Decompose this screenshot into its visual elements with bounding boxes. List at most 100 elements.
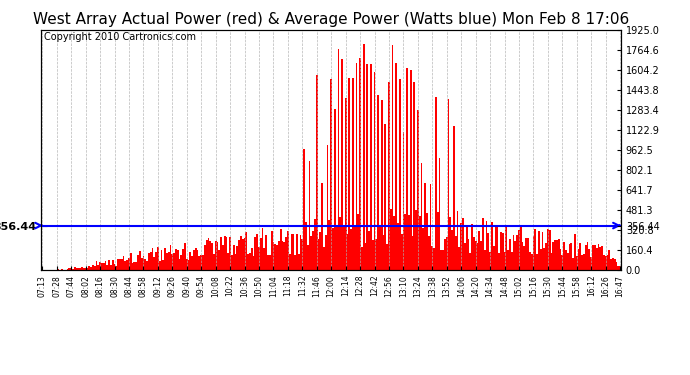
Bar — [206, 240, 208, 270]
Bar — [366, 64, 368, 270]
Bar — [516, 235, 518, 270]
Bar — [265, 236, 267, 270]
Bar — [364, 243, 366, 270]
Bar — [375, 239, 377, 270]
Bar — [486, 221, 487, 270]
Bar — [170, 245, 171, 270]
Bar — [162, 260, 164, 270]
Bar — [350, 229, 352, 270]
Bar — [536, 255, 538, 270]
Bar — [404, 214, 406, 270]
Bar — [139, 252, 141, 270]
Bar — [159, 261, 161, 270]
Bar — [518, 230, 520, 270]
Bar — [211, 243, 213, 270]
Bar — [457, 211, 458, 270]
Bar — [336, 225, 337, 270]
Bar — [586, 242, 589, 270]
Bar — [560, 249, 562, 270]
Bar — [496, 225, 498, 270]
Bar — [164, 248, 166, 270]
Bar — [615, 262, 618, 270]
Bar — [406, 68, 408, 270]
Bar — [580, 243, 581, 270]
Bar — [346, 234, 348, 270]
Bar — [337, 48, 339, 270]
Bar — [381, 100, 383, 270]
Bar — [267, 255, 269, 270]
Bar — [251, 248, 253, 270]
Bar — [468, 239, 469, 270]
Bar — [401, 234, 402, 270]
Bar — [368, 231, 370, 270]
Bar — [290, 234, 293, 270]
Bar — [218, 249, 220, 270]
Bar — [90, 267, 92, 270]
Bar — [197, 250, 199, 270]
Bar — [208, 238, 209, 270]
Bar — [284, 242, 285, 270]
Bar — [88, 266, 90, 270]
Bar — [325, 235, 326, 270]
Bar — [303, 149, 305, 270]
Bar — [513, 235, 515, 270]
Bar — [444, 239, 446, 270]
Bar — [298, 254, 299, 270]
Bar — [253, 256, 255, 270]
Bar — [256, 234, 258, 270]
Bar — [114, 264, 115, 270]
Bar — [202, 255, 204, 270]
Bar — [237, 246, 238, 270]
Bar — [417, 110, 419, 270]
Bar — [148, 253, 150, 270]
Bar — [574, 234, 576, 270]
Bar — [199, 256, 200, 270]
Bar — [83, 268, 85, 270]
Bar — [209, 241, 211, 270]
Bar — [529, 252, 531, 270]
Bar — [97, 266, 99, 270]
Bar — [448, 99, 449, 270]
Bar — [415, 210, 417, 270]
Bar — [437, 212, 439, 270]
Bar — [132, 263, 133, 270]
Bar — [150, 252, 152, 270]
Bar — [545, 243, 547, 270]
Bar — [76, 268, 77, 270]
Bar — [478, 231, 480, 270]
Bar — [498, 254, 500, 270]
Bar — [241, 239, 244, 270]
Bar — [171, 254, 173, 270]
Bar — [249, 253, 251, 270]
Bar — [566, 253, 569, 270]
Bar — [451, 230, 453, 270]
Bar — [493, 246, 495, 270]
Bar — [143, 256, 144, 270]
Bar — [155, 252, 157, 270]
Bar — [484, 250, 486, 270]
Bar — [354, 225, 355, 270]
Bar — [421, 163, 422, 270]
Bar — [591, 256, 592, 270]
Bar — [328, 220, 331, 270]
Bar — [430, 183, 431, 270]
Bar — [92, 265, 94, 270]
Bar — [345, 99, 346, 270]
Bar — [101, 263, 103, 270]
Bar — [106, 266, 108, 270]
Bar — [534, 230, 536, 270]
Bar — [310, 236, 313, 270]
Bar — [74, 267, 76, 270]
Bar — [313, 231, 314, 270]
Bar — [453, 126, 455, 270]
Bar — [464, 243, 466, 270]
Bar — [509, 238, 511, 270]
Bar — [399, 79, 401, 270]
Bar — [609, 250, 610, 270]
Bar — [592, 245, 594, 270]
Bar — [213, 255, 215, 270]
Bar — [204, 245, 206, 270]
Bar — [511, 252, 513, 270]
Bar — [547, 229, 549, 270]
Bar — [179, 259, 180, 270]
